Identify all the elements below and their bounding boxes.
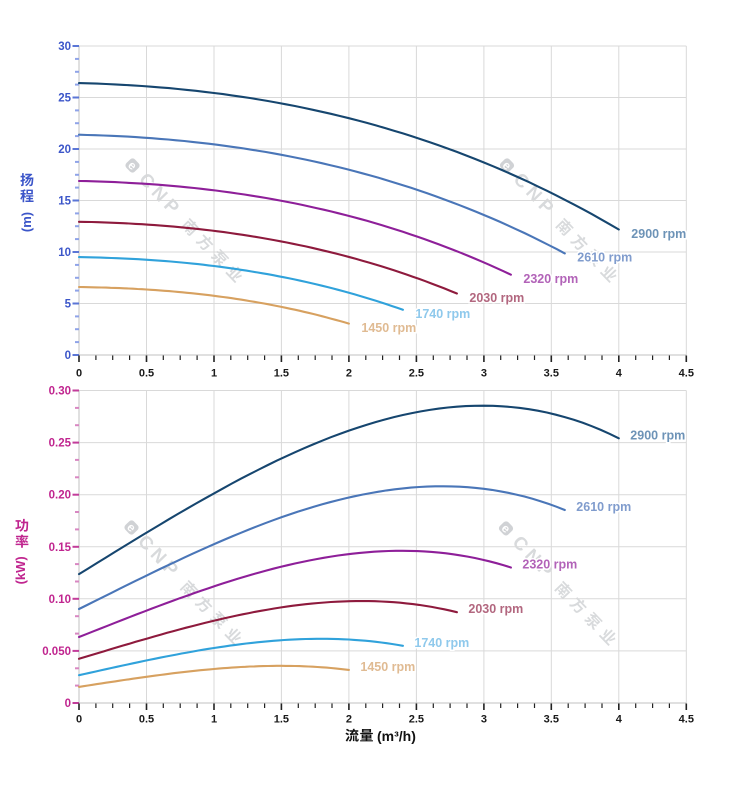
svg-text:0: 0 [65, 350, 71, 362]
svg-text:0: 0 [76, 368, 82, 380]
svg-text:0.5: 0.5 [139, 368, 154, 380]
svg-text:1450 rpm: 1450 rpm [360, 660, 415, 674]
svg-text:2900 rpm: 2900 rpm [630, 428, 685, 442]
svg-text:2610 rpm: 2610 rpm [577, 251, 632, 265]
svg-text:1450 rpm: 1450 rpm [361, 321, 416, 335]
svg-text:(kW): (kW) [13, 556, 28, 584]
svg-text:15: 15 [58, 196, 71, 208]
svg-text:0.10: 0.10 [49, 594, 71, 606]
svg-text:2320 rpm: 2320 rpm [522, 558, 577, 572]
svg-text:2610 rpm: 2610 rpm [576, 500, 631, 514]
svg-text:(m³/h): (m³/h) [377, 728, 416, 744]
svg-text:2.5: 2.5 [409, 714, 424, 726]
svg-text:2.5: 2.5 [409, 368, 424, 380]
svg-text:1740 rpm: 1740 rpm [415, 307, 470, 321]
svg-text:2: 2 [346, 714, 352, 726]
svg-text:3: 3 [481, 368, 487, 380]
svg-text:5: 5 [65, 299, 72, 311]
svg-text:2: 2 [346, 368, 352, 380]
svg-text:0.25: 0.25 [49, 438, 72, 450]
svg-text:2030 rpm: 2030 rpm [468, 602, 523, 616]
svg-text:0: 0 [76, 714, 82, 726]
svg-text:(m): (m) [19, 212, 34, 232]
svg-text:4: 4 [616, 714, 623, 726]
svg-text:25: 25 [58, 93, 71, 105]
svg-text:0.15: 0.15 [49, 542, 72, 554]
svg-text:4: 4 [616, 368, 623, 380]
svg-text:3.5: 3.5 [544, 714, 559, 726]
svg-text:4.5: 4.5 [679, 714, 694, 726]
svg-text:0.050: 0.050 [42, 646, 71, 658]
svg-text:0: 0 [65, 698, 71, 710]
svg-text:1.5: 1.5 [274, 714, 289, 726]
svg-text:1740 rpm: 1740 rpm [414, 636, 469, 650]
svg-text:20: 20 [58, 144, 71, 156]
svg-text:1.5: 1.5 [274, 368, 289, 380]
svg-text:0.5: 0.5 [139, 714, 154, 726]
svg-text:2030 rpm: 2030 rpm [469, 291, 524, 305]
svg-text:0.20: 0.20 [49, 490, 71, 502]
svg-text:3: 3 [481, 714, 487, 726]
svg-text:3.5: 3.5 [544, 368, 559, 380]
svg-text:2900 rpm: 2900 rpm [631, 227, 686, 241]
svg-text:1: 1 [211, 368, 217, 380]
svg-text:1: 1 [211, 714, 217, 726]
svg-text:4.5: 4.5 [679, 368, 694, 380]
svg-text:2320 rpm: 2320 rpm [523, 272, 578, 286]
svg-text:10: 10 [58, 247, 71, 259]
svg-text:30: 30 [58, 41, 71, 53]
svg-text:0.30: 0.30 [49, 386, 71, 398]
